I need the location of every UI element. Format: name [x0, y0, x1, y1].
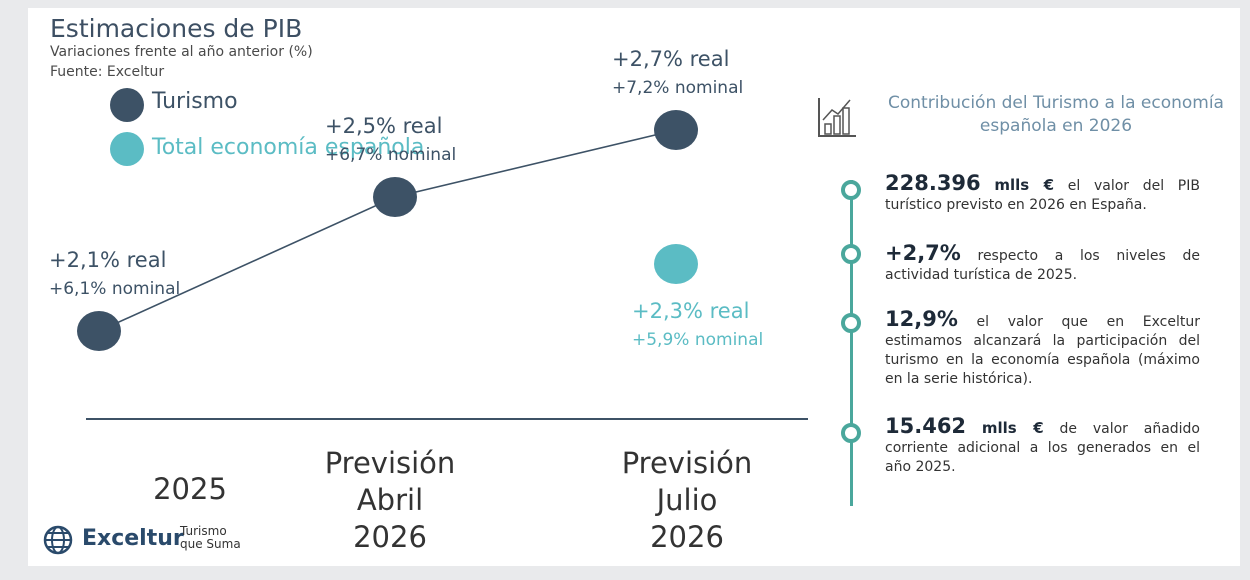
legend-dot-total — [110, 132, 144, 166]
panel-item-value: 228.396 — [885, 171, 981, 195]
panel-item-value: 15.462 — [885, 414, 967, 438]
timeline-line — [850, 180, 853, 506]
timeline-bullet — [841, 244, 861, 264]
x-category-line: Julio — [656, 483, 718, 517]
legend-label-turismo: Turismo — [152, 89, 238, 114]
data-label-real: +2,3% real — [632, 299, 749, 323]
x-category-line: Previsión — [621, 446, 753, 480]
timeline-bullet — [841, 313, 861, 333]
data-point — [654, 110, 698, 150]
panel-title: Contribución del Turismo a la economía e… — [888, 93, 1224, 136]
slide: Estimaciones de PIB Variaciones frente a… — [28, 8, 1240, 566]
data-label-nominal: +6,7% nominal — [325, 145, 456, 165]
x-category-line: 2025 — [153, 472, 227, 506]
x-category-line: 2026 — [650, 520, 724, 554]
data-point — [77, 311, 121, 351]
panel-item-text: de valor añadido corriente adicional a l… — [885, 421, 1200, 475]
data-label-real: +2,1% real — [49, 248, 166, 272]
panel-item-unit: mlls € — [981, 419, 1044, 437]
bar-chart-icon — [818, 98, 856, 137]
panel-item-text: respecto a los niveles de actividad turí… — [885, 248, 1200, 283]
panel-item: 228.396 mlls € el valor del PIB turístic… — [885, 171, 1200, 215]
panel-item: 15.462 mlls € de valor añadido corriente… — [885, 414, 1200, 477]
data-point — [373, 177, 417, 217]
panel-item: 12,9% el valor que en Exceltur estimamos… — [885, 307, 1200, 389]
x-category-line: 2026 — [353, 520, 427, 554]
panel-item-text: el valor que en Exceltur estimamos alcan… — [885, 314, 1200, 387]
logo-text: Exceltur — [82, 526, 184, 551]
logo-tagline: Turismo que Suma — [180, 524, 241, 551]
data-label-nominal: +7,2% nominal — [612, 78, 743, 98]
data-label-nominal: +5,9% nominal — [632, 330, 763, 350]
panel-item: +2,7% respecto a los niveles de activida… — [885, 241, 1200, 285]
timeline-bullet — [841, 180, 861, 200]
panel-item-text: el valor del PIB turístico previsto en 2… — [885, 178, 1200, 213]
x-category-line: Abril — [356, 483, 424, 517]
data-point — [654, 244, 698, 284]
data-label-real: +2,7% real — [612, 47, 729, 71]
gdp-chart: +2,1% real +6,1% nominal +2,5% real +6,7% n… — [49, 47, 808, 420]
x-category-label: Previsión Abril 2026 — [290, 445, 490, 556]
source-note: Fuente: Exceltur — [50, 64, 165, 80]
legend-dot-turismo — [110, 88, 144, 122]
x-category-label: Previsión Julio 2026 — [587, 445, 787, 556]
data-label-real: +2,5% real — [325, 114, 442, 138]
globe-icon — [43, 525, 73, 555]
x-category-label: 2025 — [90, 471, 290, 508]
panel-item-unit: mlls € — [994, 176, 1055, 194]
legend-label-total: Total economía española — [152, 135, 425, 160]
data-label-nominal: +6,1% nominal — [49, 279, 180, 299]
page-title: Estimaciones de PIB — [50, 14, 303, 43]
timeline-bullet — [841, 423, 861, 443]
panel-item-value: 12,9% — [885, 307, 958, 331]
page-subtitle: Variaciones frente al año anterior (%) — [50, 44, 313, 60]
panel-item-value: +2,7% — [885, 241, 961, 265]
x-category-line: Previsión — [324, 446, 456, 480]
